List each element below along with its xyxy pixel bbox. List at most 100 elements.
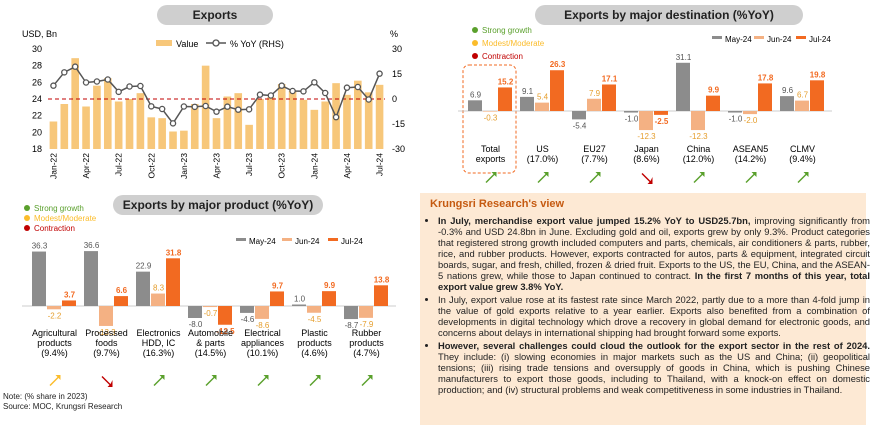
data-label: -12.3	[689, 132, 708, 141]
bar-Jul-24	[270, 291, 284, 306]
value-bar	[299, 99, 308, 149]
up-arrow-icon	[309, 375, 321, 386]
value-bar	[267, 97, 275, 149]
exports-right-unit: %	[390, 29, 398, 39]
category-label: products	[37, 338, 72, 348]
yoy-point	[158, 105, 166, 113]
right-axis-tick: -30	[392, 144, 405, 154]
up-arrow-icon	[205, 375, 217, 386]
note-text: Note: (% share in 2023)	[3, 392, 88, 401]
bar-Jul-24	[810, 80, 824, 111]
data-label: -4.5	[308, 315, 322, 324]
yoy-point	[278, 82, 285, 89]
data-label: 7.9	[589, 89, 601, 98]
yoy-point	[332, 113, 340, 121]
value-bar	[136, 93, 145, 149]
yoy-point	[311, 79, 318, 86]
category-label: Rubber	[352, 328, 382, 338]
x-axis-label: Jul-22	[114, 153, 124, 176]
data-label: 1.0	[294, 295, 306, 304]
yoy-point	[148, 103, 155, 110]
bar-Jun-24	[151, 293, 165, 306]
category-label: Total	[481, 144, 500, 154]
up-arrow-icon	[257, 375, 269, 386]
data-label: -4.6	[241, 315, 255, 324]
up-arrow-icon	[537, 172, 549, 183]
category-label: CLMV	[790, 144, 815, 154]
series-legend-swatch	[712, 36, 722, 39]
bar-Jun-24	[203, 306, 217, 308]
category-share: (14.2%)	[735, 154, 767, 164]
category-share: (10.1%)	[247, 348, 279, 358]
data-label: -2.5	[655, 117, 669, 126]
data-label: -12.5	[216, 327, 235, 336]
data-label: 6.9	[470, 90, 482, 99]
up-arrow-icon	[49, 375, 61, 386]
yoy-point	[202, 102, 209, 110]
series-legend-label: Jun-24	[767, 35, 792, 44]
yoy-point	[376, 70, 383, 77]
data-label: 36.6	[84, 241, 100, 250]
exports-legend-yoy-marker	[212, 39, 220, 47]
data-label: 13.8	[374, 275, 390, 284]
value-bar	[82, 106, 90, 149]
left-axis-tick: 18	[32, 144, 42, 154]
destination-status-legend: Strong growth Modest/Moderate Contractio…	[472, 26, 545, 61]
up-arrow-icon	[361, 375, 373, 386]
left-axis-tick: 22	[32, 111, 42, 121]
source-text: Source: MOC, Krungsri Research	[3, 402, 123, 411]
category-label: China	[687, 144, 711, 154]
yoy-point	[213, 108, 220, 115]
data-label: 36.3	[32, 242, 48, 251]
legend-contraction: Contraction	[482, 52, 523, 61]
category-share: (9.4%)	[789, 154, 816, 164]
growth-dot	[472, 27, 478, 33]
bar-May-24	[780, 96, 794, 111]
bar-May-24	[676, 62, 690, 111]
exports-legend-value: Value	[176, 39, 198, 49]
value-bar	[190, 104, 199, 149]
legend-growth: Strong growth	[34, 204, 84, 213]
yoy-point	[343, 84, 351, 91]
left-axis-tick: 28	[32, 61, 42, 71]
value-bar	[125, 99, 134, 149]
bar-Jun-24	[99, 306, 113, 326]
x-axis-label: Oct-23	[277, 153, 287, 179]
right-axis-tick: -15	[392, 119, 405, 129]
value-bar	[321, 101, 330, 149]
data-label: -7.9	[360, 320, 374, 329]
x-axis-label: Apr-23	[212, 153, 222, 179]
left-axis-tick: 30	[32, 44, 42, 54]
growth-dot	[24, 205, 30, 211]
data-label: -0.3	[484, 113, 498, 122]
category-label: Electronics	[136, 328, 181, 338]
category-share: (17.0%)	[527, 154, 559, 164]
value-bar	[60, 104, 69, 149]
category-label: EU27	[583, 144, 606, 154]
series-legend-swatch	[754, 36, 764, 39]
data-label: -8.6	[256, 321, 270, 330]
right-axis-tick: 30	[392, 44, 402, 54]
product-chart: Strong growth Modest/Moderate Contractio…	[22, 204, 396, 387]
bar-May-24	[520, 96, 534, 111]
exports-chart: USD, Bn % Value % YoY (RHS) 30 28 26 24 22 20…	[22, 29, 405, 179]
legend-moderate: Modest/Moderate	[482, 39, 545, 48]
left-axis-tick: 24	[32, 94, 42, 104]
value-bar	[245, 124, 253, 149]
bar-Jun-24	[255, 306, 269, 319]
bar-Jun-24	[691, 111, 705, 131]
series-legend-swatch	[236, 238, 246, 241]
bar-May-24	[136, 271, 150, 306]
bar-May-24	[32, 251, 46, 306]
up-arrow-icon	[485, 172, 497, 183]
right-axis-tick: 15	[392, 69, 402, 79]
data-label: 9.9	[708, 86, 720, 95]
value-bar	[212, 118, 221, 149]
data-label: 9.1	[522, 87, 534, 96]
value-bar	[277, 84, 286, 149]
value-bar	[256, 99, 264, 149]
yoy-point	[191, 103, 199, 111]
category-share: (9.7%)	[93, 348, 120, 358]
yoy-point	[245, 106, 253, 113]
data-label: -2.2	[48, 311, 62, 320]
